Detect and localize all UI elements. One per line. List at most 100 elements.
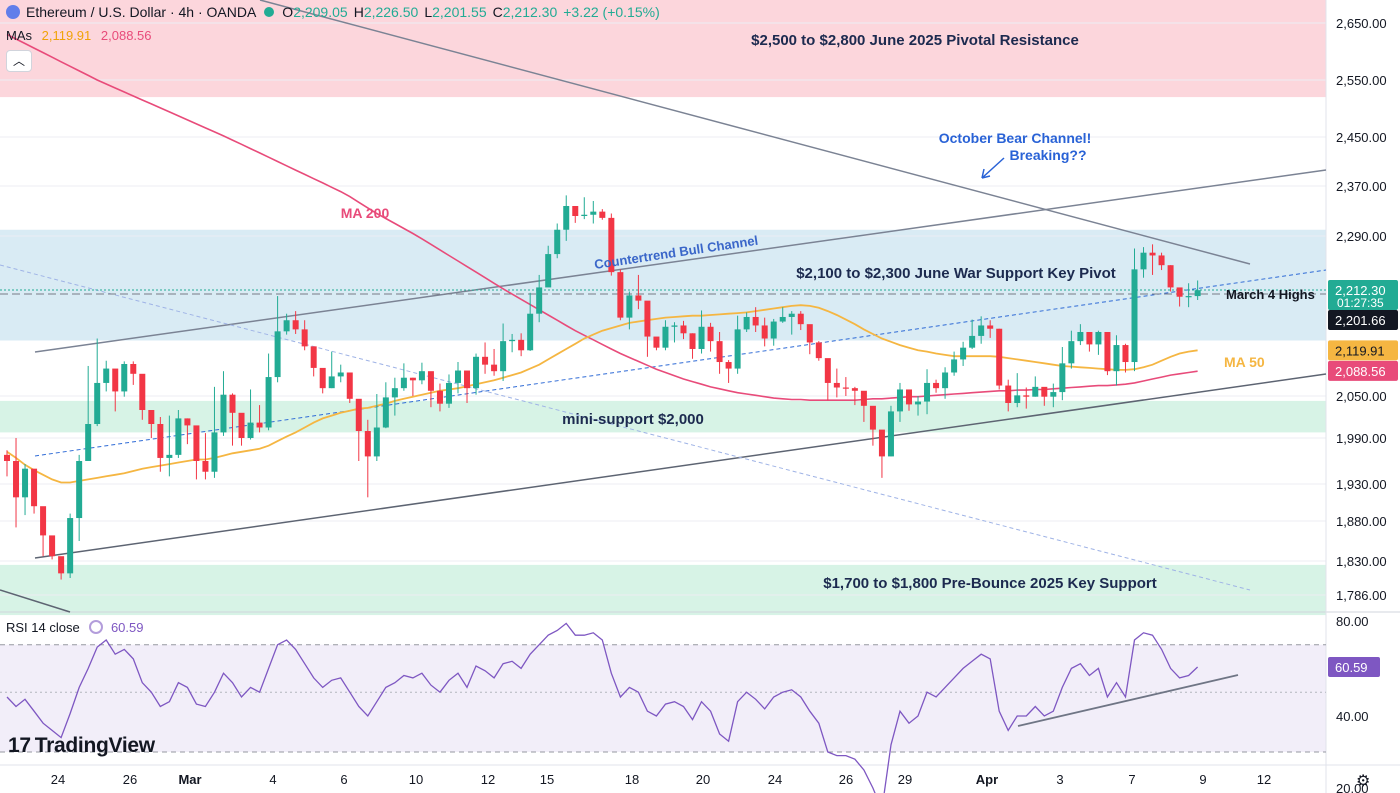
candle: [887, 405, 894, 457]
collapse-legend-button[interactable]: ︿: [6, 50, 32, 72]
candle-body: [491, 364, 498, 372]
candle: [761, 317, 768, 347]
tradingview-logo[interactable]: 17 TradingView: [8, 734, 155, 758]
candle-body: [121, 363, 128, 392]
candle-body: [716, 341, 723, 363]
candle-body: [527, 313, 534, 351]
candle: [1041, 386, 1048, 406]
candle-body: [202, 461, 209, 472]
candle-body: [1068, 341, 1075, 364]
candle: [148, 410, 155, 438]
price-tick-label: 1,830.00: [1336, 554, 1387, 569]
candle-body: [1185, 296, 1192, 298]
candles-layer: [4, 195, 1201, 580]
candle: [1032, 376, 1039, 397]
candle: [265, 353, 272, 431]
bull-channel-lower-line: [34, 373, 1327, 559]
candle-body: [978, 325, 985, 336]
rsi-badge-text: 60.59: [1335, 660, 1368, 675]
candle-body: [1014, 395, 1021, 403]
candle-body: [1149, 252, 1156, 256]
candle-body: [842, 387, 849, 389]
candle: [725, 360, 732, 383]
ethereum-icon: [6, 5, 20, 19]
candle-body: [1077, 331, 1084, 342]
candle-body: [545, 254, 552, 288]
rsi-legend[interactable]: RSI 14 close 60.59: [6, 620, 144, 635]
candle-body: [1095, 331, 1102, 345]
time-tick-label: 24: [51, 772, 65, 787]
candle: [67, 513, 74, 578]
candle-body: [815, 342, 822, 359]
candle: [806, 324, 813, 355]
gear-icon[interactable]: ⚙: [1356, 773, 1371, 790]
candle-body: [238, 412, 245, 438]
rsi-axis: 80.00 60.59 40.00 20.00: [1328, 614, 1380, 793]
candle: [617, 269, 624, 321]
candle: [635, 274, 642, 310]
candle: [509, 333, 516, 353]
candle: [1014, 373, 1021, 408]
price-badge: [1328, 340, 1398, 361]
candle-body: [644, 300, 651, 337]
rsi-tick-label: 20.00: [1336, 781, 1369, 793]
countdown-text: 01:27:35: [1337, 296, 1384, 310]
candle-body: [464, 370, 471, 389]
candle-body: [906, 389, 912, 405]
candle-body: [409, 377, 416, 381]
candle-body: [427, 371, 434, 391]
candle-body: [509, 339, 516, 342]
candle: [797, 311, 804, 331]
candle-body: [67, 518, 74, 574]
candle-body: [1041, 386, 1048, 397]
ohlc-high: H2,226.50: [353, 4, 419, 20]
candle: [1050, 383, 1057, 408]
symbol-header: Ethereum / U.S. Dollar · 4h · OANDA O2,2…: [6, 4, 660, 20]
annotation-march-4-highs: March 4 Highs: [1226, 287, 1315, 302]
chevron-up-icon: ︿: [12, 54, 25, 68]
candle-body: [364, 431, 371, 457]
candle: [40, 506, 47, 557]
candle-body: [581, 214, 588, 216]
candle: [13, 438, 20, 528]
candle-body: [85, 424, 92, 461]
candle-body: [1050, 392, 1057, 397]
candle-body: [563, 206, 570, 230]
candle-body: [292, 320, 299, 330]
candle-body: [824, 358, 831, 383]
candle: [1005, 379, 1012, 412]
annotation-war-support: $2,100 to $2,300 June War Support Key Pi…: [796, 265, 1116, 282]
candle: [193, 425, 200, 480]
candle-body: [103, 368, 110, 383]
candle: [969, 319, 976, 349]
price-tick-label: 2,290.00: [1336, 229, 1387, 244]
time-tick-label: 10: [409, 772, 423, 787]
candle-body: [301, 329, 308, 347]
candle: [1095, 330, 1102, 355]
candle: [491, 348, 498, 376]
candle: [1194, 280, 1201, 300]
candle-body: [22, 468, 29, 498]
time-tick-label: 18: [625, 772, 639, 787]
candle-body: [608, 217, 615, 273]
candle: [274, 296, 281, 383]
candle: [283, 313, 290, 335]
moving-averages-legend[interactable]: MAs 2,119.91 2,088.56: [6, 28, 152, 43]
candle: [590, 201, 597, 224]
candle-body: [139, 373, 146, 410]
rsi-tick-label: 40.00: [1336, 709, 1369, 724]
candle-body: [1131, 269, 1138, 363]
candle: [4, 450, 10, 477]
time-tick-label: 26: [839, 772, 853, 787]
october-bear-channel-line: [259, 0, 1251, 265]
rsi-value: 60.59: [110, 620, 144, 635]
symbol-title[interactable]: Ethereum / U.S. Dollar · 4h · OANDA: [26, 4, 257, 20]
candle: [545, 245, 552, 288]
annotation-pre-bounce-support: $1,700 to $1,800 Pre-Bounce 2025 Key Sup…: [823, 575, 1156, 592]
candle-body: [436, 390, 443, 404]
candle-body: [590, 211, 597, 215]
candle: [22, 464, 29, 516]
candle-body: [1176, 287, 1183, 297]
candle-body: [148, 410, 155, 424]
